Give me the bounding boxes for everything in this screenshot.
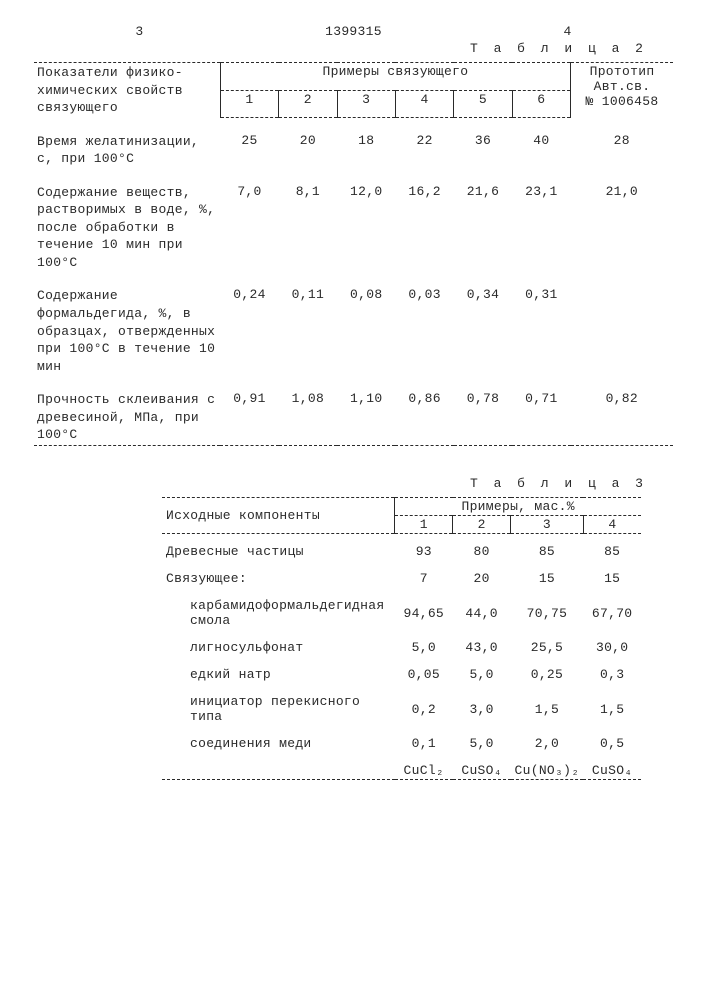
table2-group-header: Примеры связующего xyxy=(220,63,570,91)
table-row: инициатор перекисного типа 0,2 3,0 1,5 1… xyxy=(162,693,641,725)
table3-caption: Т а б л и ц а 3 xyxy=(34,476,647,491)
table-row: Связующее: 7 20 15 15 xyxy=(162,570,641,587)
page-header: 3 1399315 4 xyxy=(34,24,673,39)
table-row: едкий натр 0,05 5,0 0,25 0,3 xyxy=(162,666,641,683)
table2-col: 6 xyxy=(512,90,570,118)
table2-col: 2 xyxy=(279,90,337,118)
table-row: карбамидоформальдегидная смола 94,65 44,… xyxy=(162,597,641,629)
table3-col: 4 xyxy=(583,515,641,533)
table-row: Время желатинизации, с, при 100°С 25 20 … xyxy=(34,132,673,169)
table-row: Прочность склеивания с древесиной, МПа, … xyxy=(34,390,673,445)
table3-col: 1 xyxy=(395,515,453,533)
page-col-left: 3 xyxy=(34,24,245,39)
table2-proto-header: Прототип Авт.св. № 1006458 xyxy=(571,63,673,118)
table3-left-header: Исходные компоненты xyxy=(162,497,395,533)
table3-col: 3 xyxy=(511,515,584,533)
table2-left-header: Показатели физико-химических свойств свя… xyxy=(34,63,220,118)
table-row: Древесные частицы 93 80 85 85 xyxy=(162,543,641,560)
table2-col: 4 xyxy=(395,90,453,118)
table2-col: 3 xyxy=(337,90,395,118)
table2-col: 5 xyxy=(454,90,512,118)
table2: Показатели физико-химических свойств свя… xyxy=(34,62,673,448)
table-row: Содержание веществ, растворимых в воде, … xyxy=(34,183,673,273)
table2-col: 1 xyxy=(220,90,278,118)
table3: Исходные компоненты Примеры, мас.% 1 2 3… xyxy=(162,497,641,783)
doc-number: 1399315 xyxy=(248,24,459,39)
table-row: CuCl₂ CuSO₄ Cu(NO₃)₂ CuSO₄ xyxy=(162,762,641,780)
table3-group-header: Примеры, мас.% xyxy=(395,497,641,515)
table-row: Содержание формальдегида, %, в образцах,… xyxy=(34,286,673,376)
page-col-right: 4 xyxy=(462,24,673,39)
table3-col: 2 xyxy=(453,515,511,533)
table2-caption: Т а б л и ц а 2 xyxy=(34,41,647,56)
table-row: соединения меди 0,1 5,0 2,0 0,5 xyxy=(162,735,641,752)
table-row: лигносульфонат 5,0 43,0 25,5 30,0 xyxy=(162,639,641,656)
